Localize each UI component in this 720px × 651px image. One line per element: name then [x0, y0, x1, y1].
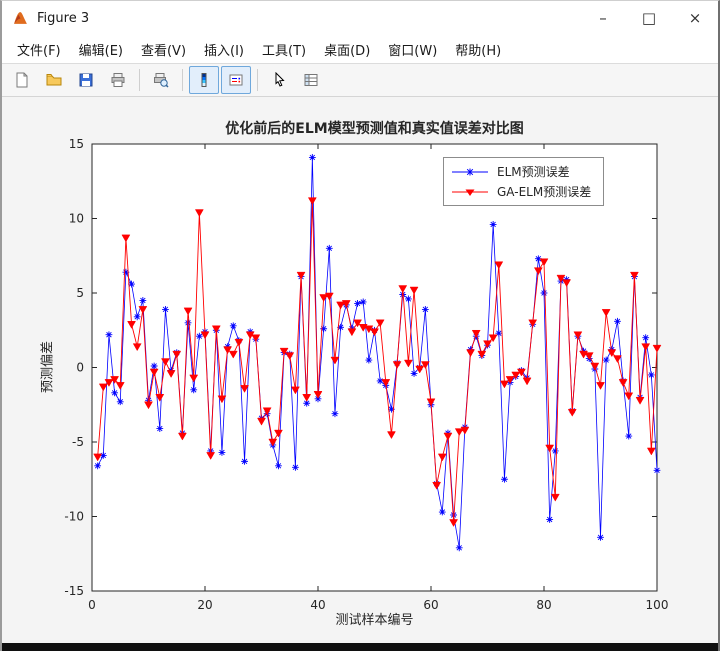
insert-legend-button[interactable] [221, 66, 251, 94]
print-button[interactable] [103, 66, 133, 94]
figure-canvas: 0 20 40 60 80 100 -15 -10 -5 0 5 10 15 优化前后的ELM模型预测值… [2, 97, 718, 643]
menu-file[interactable]: 文件(F) [17, 43, 61, 59]
svg-text:10: 10 [69, 212, 84, 226]
chart-title: 优化前后的ELM模型预测值和真实值误差对比图 [225, 121, 524, 137]
menu-help[interactable]: 帮助(H) [455, 43, 502, 59]
insert-legend-icon [229, 74, 243, 86]
legend-label-gaelm: GA-ELM预测误差 [497, 185, 592, 199]
property-inspector-icon [304, 74, 318, 86]
minimize-button[interactable]: – [599, 9, 607, 27]
svg-text:15: 15 [69, 137, 84, 151]
menu-edit[interactable]: 编辑(E) [78, 43, 123, 59]
gaelm-line-sample-icon [452, 189, 488, 196]
menubar: 文件(F) 编辑(E) 查看(V) 插入(I) 工具(T) 桌面(D) 窗口(W… [2, 35, 718, 63]
print-preview-button[interactable] [146, 66, 176, 94]
menu-desktop[interactable]: 桌面(D) [324, 43, 371, 59]
menu-tools[interactable]: 工具(T) [262, 43, 307, 59]
legend-entry-gaelm: GA-ELM预测误差 [450, 182, 591, 201]
window-title: Figure 3 [37, 10, 90, 26]
figure-toolbar [2, 63, 718, 97]
svg-text:5: 5 [76, 286, 84, 300]
insert-colorbar-button[interactable] [189, 66, 219, 94]
y-axis-label: 预测偏差 [40, 340, 56, 394]
x-axis-label: 测试样本编号 [335, 613, 414, 628]
svg-text:80: 80 [536, 598, 551, 612]
property-inspector-button[interactable] [296, 66, 326, 94]
legend[interactable]: ELM预测误差 GA-ELM预测误差 [443, 157, 605, 206]
maximize-button[interactable]: □ [641, 9, 657, 27]
svg-text:-5: -5 [72, 435, 84, 449]
svg-text:40: 40 [310, 598, 325, 612]
open-file-button[interactable] [39, 66, 69, 94]
print-icon [111, 73, 125, 87]
legend-label-elm: ELM预测误差 [497, 165, 570, 179]
bottom-edge [2, 643, 718, 651]
save-button[interactable] [71, 66, 101, 94]
insert-colorbar-icon [201, 73, 207, 87]
edit-plot-icon [275, 72, 285, 87]
save-icon [79, 73, 93, 87]
svg-text:-10: -10 [64, 510, 84, 524]
svg-text:-15: -15 [64, 584, 84, 598]
window-controls: – □ × [580, 1, 718, 35]
menu-window[interactable]: 窗口(W) [388, 43, 438, 59]
new-figure-button[interactable] [7, 66, 37, 94]
svg-text:0: 0 [76, 361, 84, 375]
svg-text:100: 100 [646, 598, 669, 612]
toolbar-separator [257, 69, 258, 91]
new-figure-icon [16, 72, 28, 88]
menu-insert[interactable]: 插入(I) [204, 43, 245, 59]
toolbar-separator [182, 69, 183, 91]
toolbar-separator [139, 69, 140, 91]
menu-view[interactable]: 查看(V) [140, 43, 187, 59]
matlab-icon [12, 9, 29, 27]
svg-text:0: 0 [88, 598, 96, 612]
titlebar: Figure 3 – □ × [2, 1, 718, 35]
close-button[interactable]: × [688, 9, 702, 27]
svg-text:60: 60 [423, 598, 438, 612]
legend-entry-elm: ELM预测误差 [450, 162, 591, 181]
plot-area: 0 20 40 60 80 100 -15 -10 -5 0 5 10 15 [64, 137, 669, 612]
print-preview-icon [154, 73, 169, 88]
svg-text:20: 20 [197, 598, 212, 612]
edit-plot-button[interactable] [264, 66, 294, 94]
open-file-icon [46, 74, 62, 86]
elm-line-sample-icon [452, 168, 488, 175]
